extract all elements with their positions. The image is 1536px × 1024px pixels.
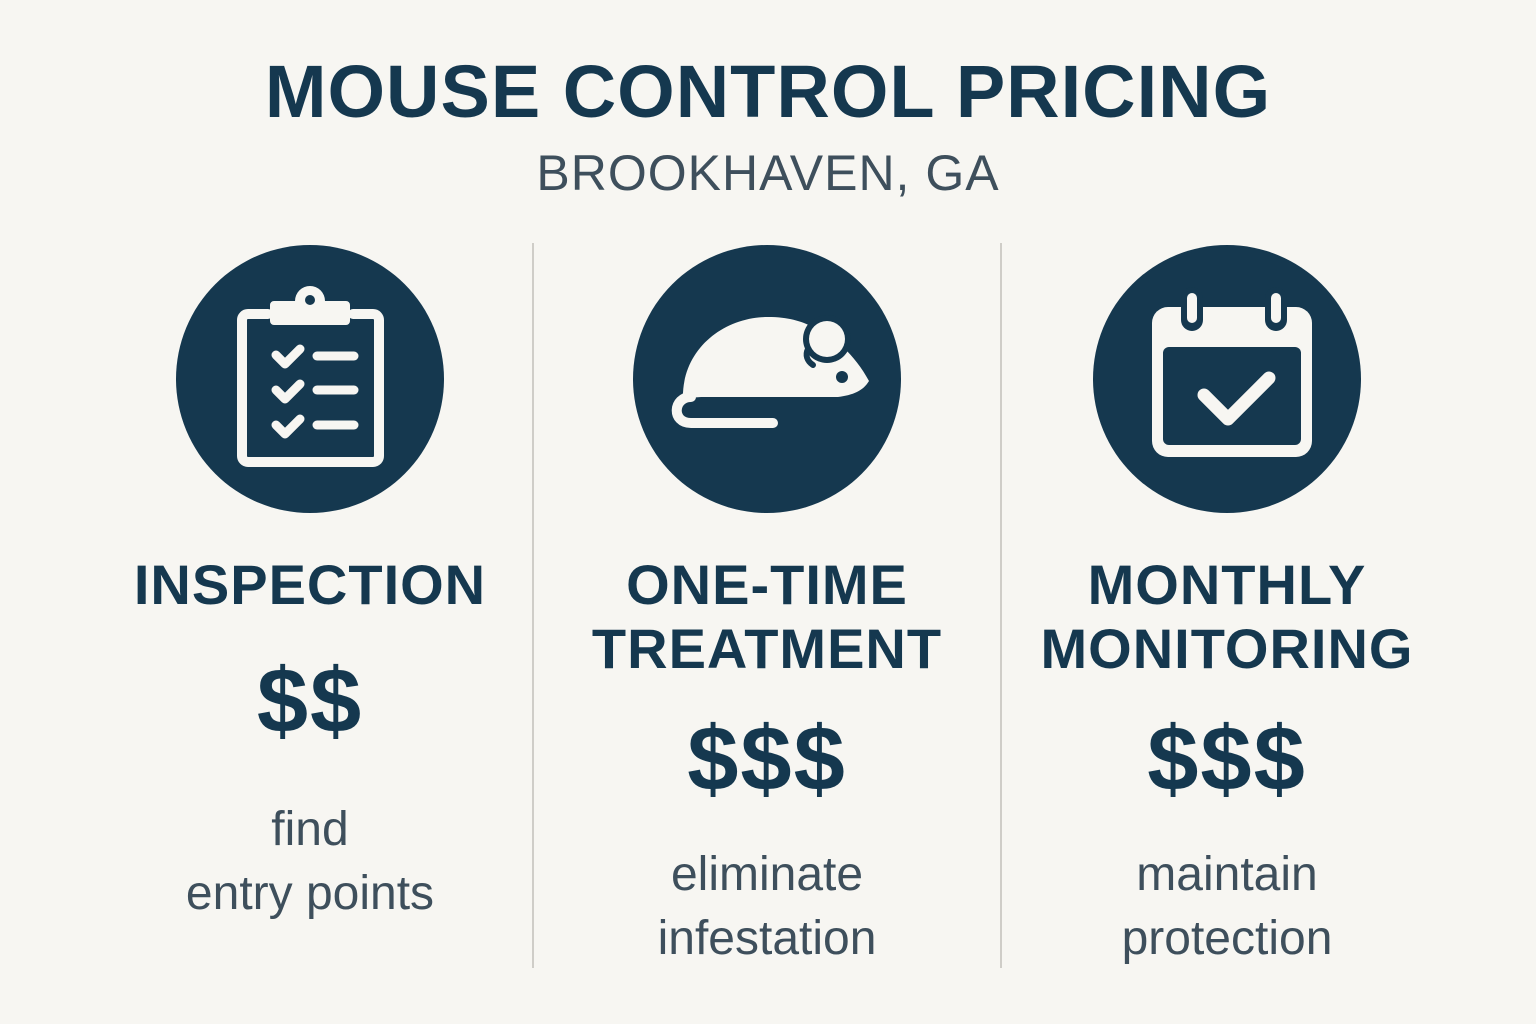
service-title: MONTHLY MONITORING	[1040, 553, 1414, 680]
price-tier: $$$	[1147, 708, 1307, 810]
service-description: eliminate infestation	[657, 848, 877, 965]
mouse-icon	[633, 245, 901, 513]
page-title: MOUSE CONTROL PRICING	[264, 50, 1272, 133]
service-title: ONE-TIME TREATMENT	[591, 553, 943, 680]
service-card-monthly-monitoring: MONTHLY MONITORING $$$ maintain protecti…	[997, 243, 1457, 1003]
service-title: INSPECTION	[133, 553, 487, 616]
clipboard-checklist-icon	[176, 245, 444, 513]
service-card-one-time-treatment: ONE-TIME TREATMENT $$$ eliminate infesta…	[537, 243, 997, 1003]
column-divider	[1000, 243, 1002, 968]
service-description: maintain protection	[1121, 848, 1333, 965]
service-description: find entry points	[185, 803, 435, 920]
price-tier: $$$	[687, 708, 847, 810]
price-tier: $$	[256, 650, 364, 752]
calendar-check-icon	[1093, 245, 1361, 513]
column-divider	[532, 243, 534, 968]
location-subtitle: BROOKHAVEN, GA	[536, 145, 1000, 201]
service-card-inspection: INSPECTION $$ find entry points	[80, 243, 540, 1003]
